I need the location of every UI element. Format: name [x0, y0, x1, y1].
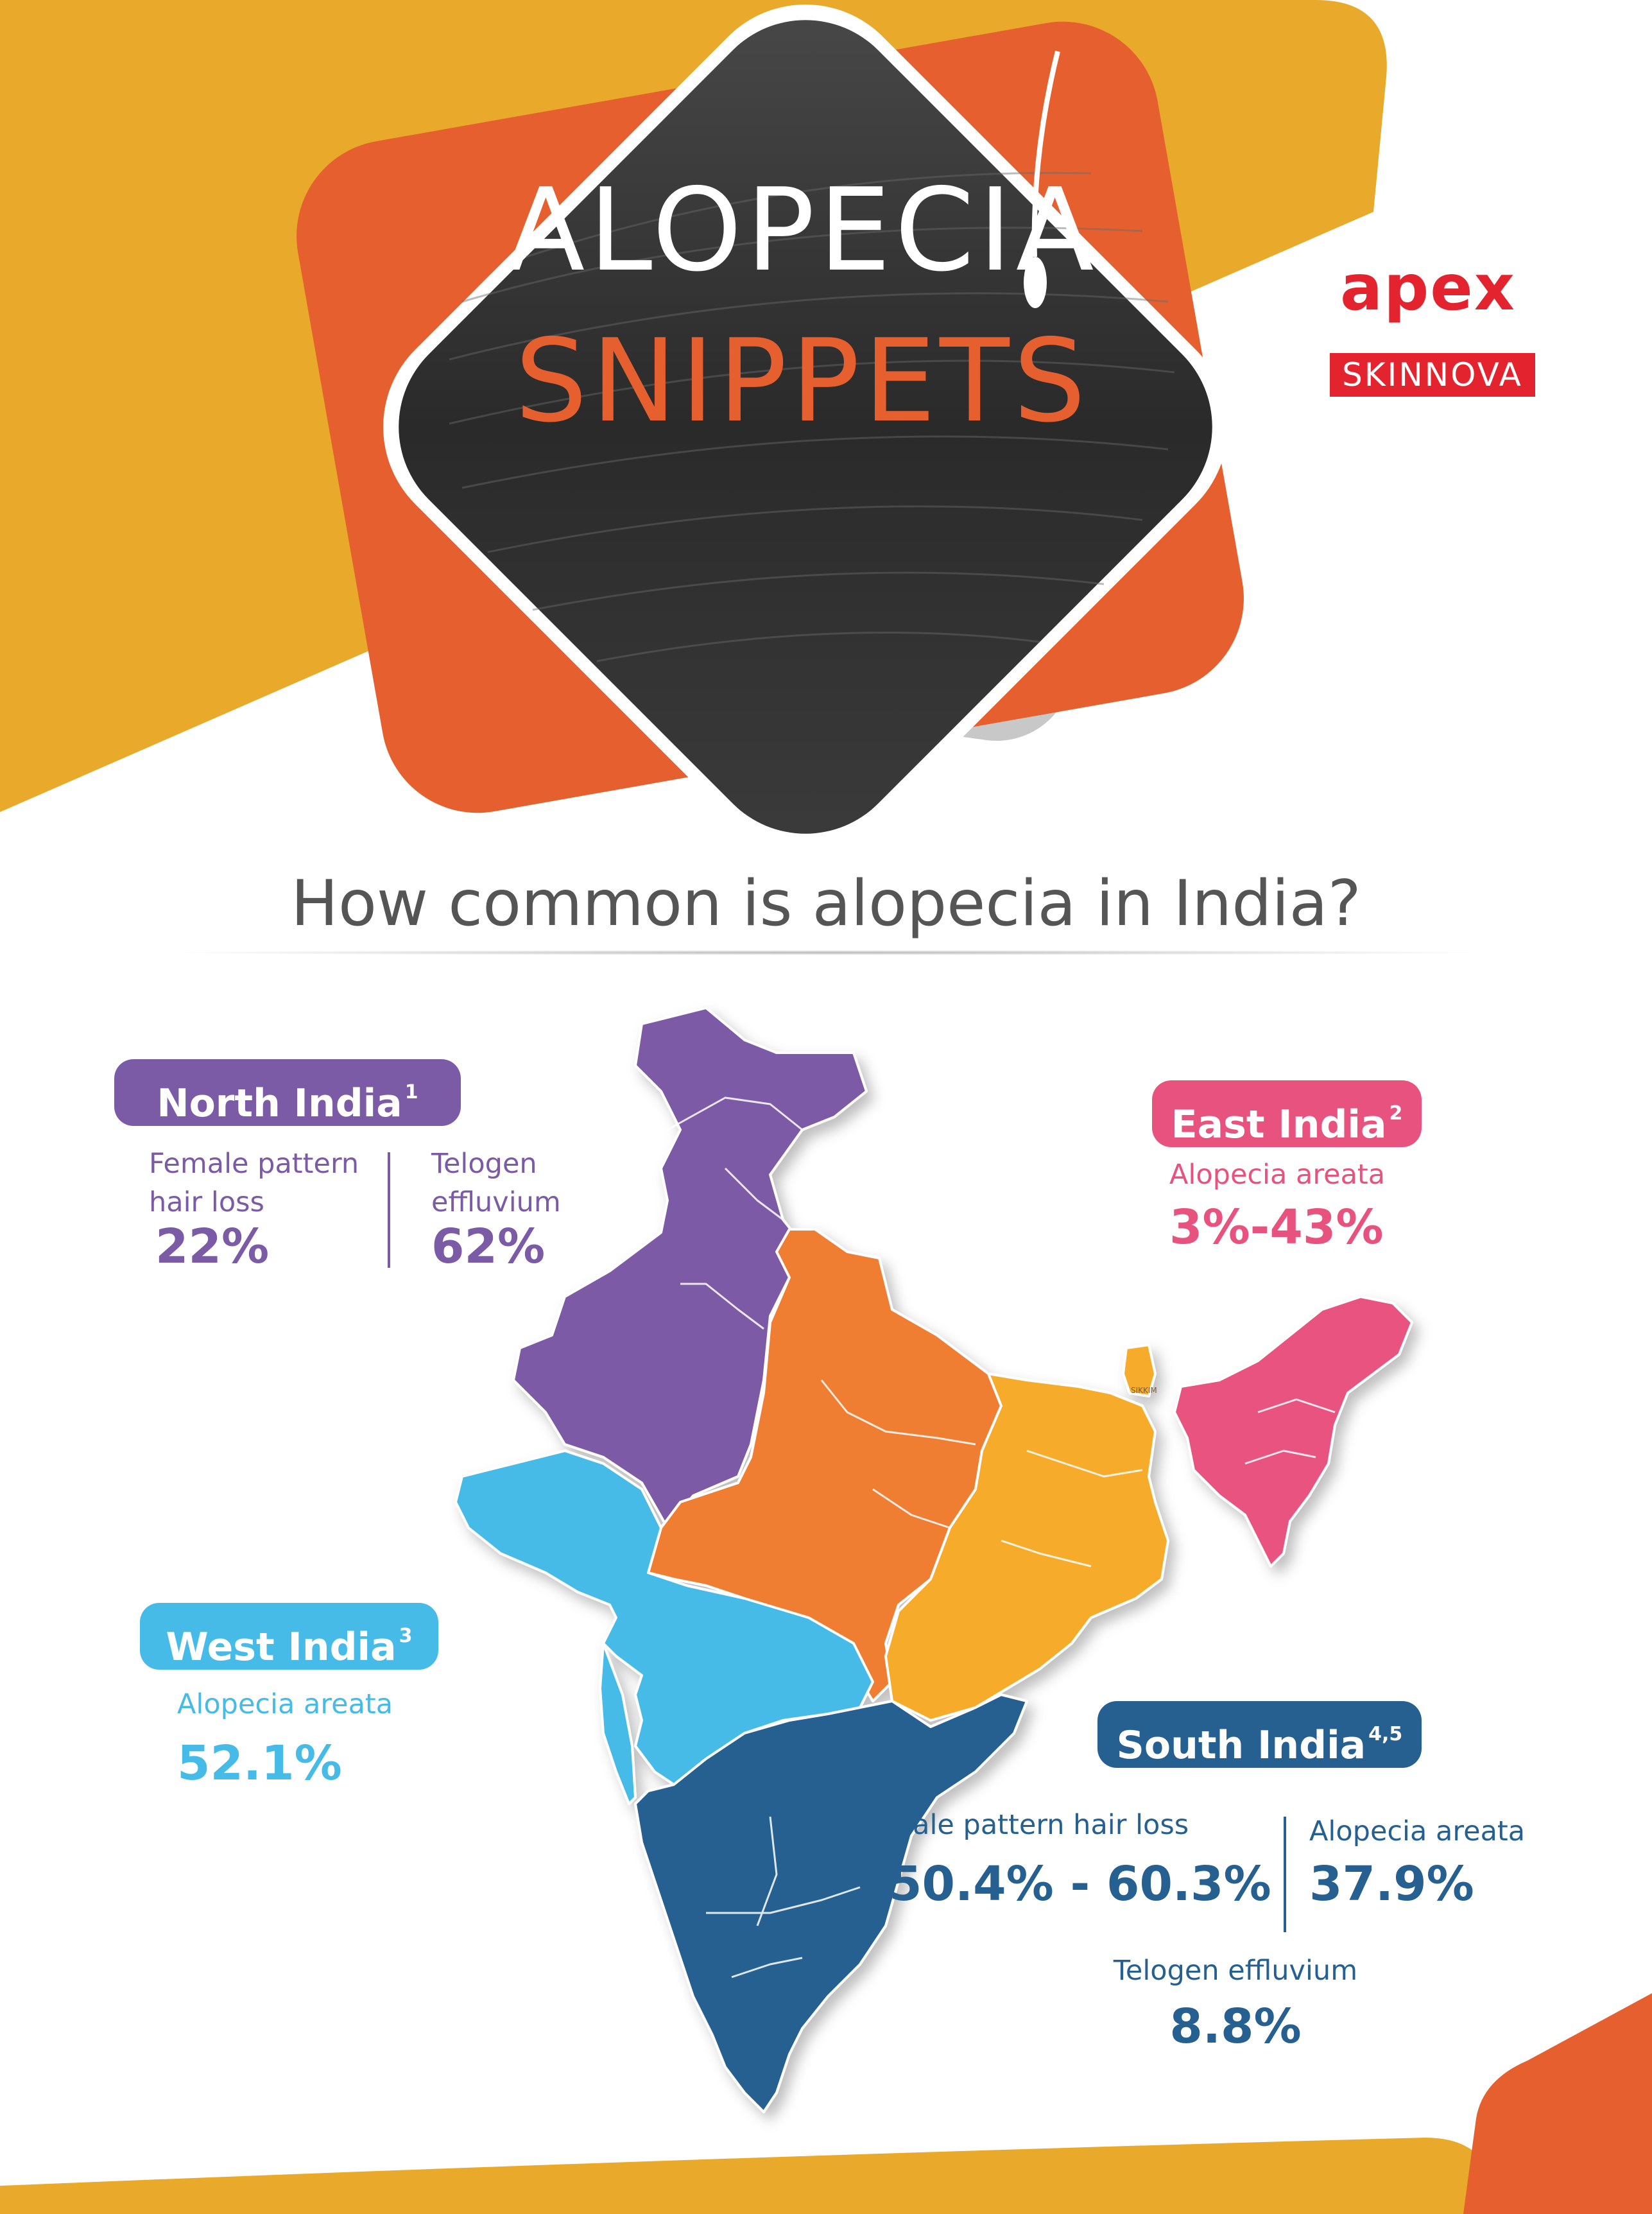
north-stat1-label-1: Female pattern	[149, 1148, 359, 1180]
map-sikkim	[1122, 1344, 1157, 1397]
map-south	[634, 1693, 1028, 2113]
south-stat2-label: Alopecia areata	[1309, 1815, 1526, 1847]
map-northeast	[1173, 1295, 1413, 1568]
north-india-pill: North India 1	[114, 1059, 461, 1126]
yellow-band-bottom	[0, 2138, 1495, 2214]
east-india-ref: 2	[1389, 1102, 1403, 1125]
south-india-ref: 4,5	[1368, 1723, 1403, 1745]
west-stat-value: 52.1%	[177, 1736, 342, 1791]
west-stat-label: Alopecia areata	[177, 1688, 393, 1720]
north-india-title: North India	[157, 1081, 402, 1126]
south-stat3-value: 8.8%	[1169, 1999, 1302, 2054]
brand-logo-text: apex	[1340, 252, 1516, 325]
east-india-title: East India	[1171, 1102, 1387, 1147]
east-india-pill: East India 2	[1152, 1080, 1422, 1147]
orange-corner	[1463, 1993, 1652, 2214]
map-central	[647, 1228, 1002, 1702]
sikkim-label: SIKKIM	[1131, 1386, 1157, 1395]
south-stat1-value: 50.4% - 60.3%	[889, 1856, 1271, 1912]
south-divider	[1284, 1817, 1286, 1932]
west-india-pill: West India 3	[140, 1603, 438, 1670]
west-india-title: West India	[166, 1625, 397, 1670]
east-stat-label: Alopecia areata	[1169, 1159, 1386, 1191]
title-line-2: SNIPPETS	[515, 315, 1090, 447]
north-stat2-value: 62%	[431, 1219, 546, 1274]
hair-texture	[449, 171, 1175, 662]
south-stat1-label: Male pattern hair loss	[889, 1809, 1189, 1841]
north-divider	[388, 1152, 390, 1268]
hair-bulb	[1024, 257, 1047, 308]
hair-strand	[1031, 51, 1060, 257]
india-map	[454, 1007, 1413, 2113]
north-stat2-label-1: Telogen	[431, 1148, 537, 1180]
page-question: How common is alopecia in India?	[291, 867, 1361, 940]
south-stat3-label: Telogen effluvium	[1113, 1955, 1358, 1987]
east-stat-value: 3%-43%	[1169, 1200, 1384, 1255]
title-line-1: ALOPECIA	[506, 164, 1098, 297]
brand-sub-badge: SKINNOVA	[1330, 353, 1535, 397]
heading-divider	[154, 950, 1502, 955]
north-stat1-label-2: hair loss	[149, 1186, 264, 1218]
south-stat2-value: 37.9%	[1309, 1856, 1474, 1912]
north-india-ref: 1	[404, 1081, 418, 1103]
north-stat1-value: 22%	[155, 1219, 270, 1274]
north-stat2-label-2: effluvium	[431, 1186, 561, 1218]
south-india-pill: South India 4,5	[1097, 1701, 1422, 1768]
map-east-plain	[884, 1372, 1169, 1722]
hair-diamond	[399, 20, 1212, 834]
map-north	[512, 1007, 868, 1529]
south-india-title: South India	[1116, 1723, 1366, 1768]
west-india-ref: 3	[399, 1625, 413, 1647]
